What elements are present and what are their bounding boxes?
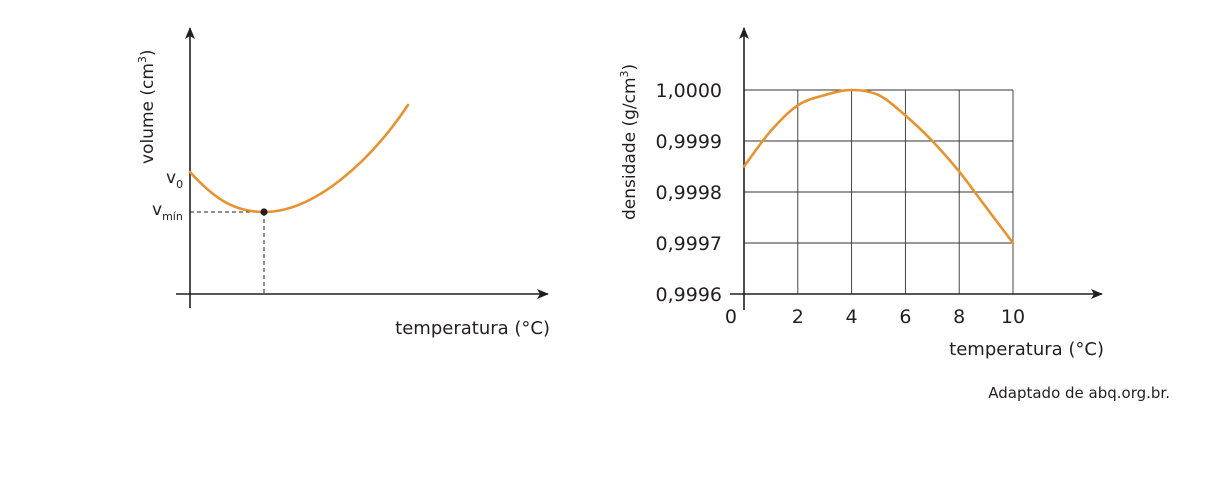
y-tick-label: 0,9998 xyxy=(656,182,722,204)
x-tick-label: 4 xyxy=(846,306,858,328)
source-caption: Adaptado de abq.org.br. xyxy=(988,384,1170,402)
density-curve xyxy=(742,88,1015,245)
density-grid xyxy=(744,89,1014,294)
density-y-label: densidade (g/cm3) xyxy=(618,64,640,220)
y-tick-label: 1,0000 xyxy=(656,80,722,102)
y-tick-label: 0,9997 xyxy=(656,233,722,255)
tick-v0: v0 xyxy=(166,168,183,191)
density-y-label-text: densidade (g/cm xyxy=(620,77,640,220)
tick-vmin-subscript: mín xyxy=(162,210,183,223)
y-tick-label: 0,9996 xyxy=(656,284,722,306)
density-x-label: temperatura (°C) xyxy=(949,339,1104,360)
tick-v0-text: v xyxy=(166,168,176,188)
density-y-label-sup: 3 xyxy=(618,70,631,77)
volume-y-label-text: volume (cm xyxy=(138,63,158,164)
volume-x-label: temperatura (°C) xyxy=(395,318,550,339)
x-tick-label: 6 xyxy=(899,306,911,328)
minimum-point xyxy=(260,208,268,216)
tick-v0-subscript: 0 xyxy=(176,178,183,191)
volume-y-label-end: ) xyxy=(138,49,158,56)
density-x-ticks: 2 4 6 8 10 xyxy=(792,306,1025,328)
density-y-label-end: ) xyxy=(620,64,640,71)
y-tick-label: 0,9999 xyxy=(656,131,722,153)
origin-label: 0 xyxy=(725,306,737,328)
x-tick-label: 2 xyxy=(792,306,804,328)
x-tick-label: 8 xyxy=(953,306,965,328)
volume-y-label-sup: 3 xyxy=(136,56,149,63)
volume-curve xyxy=(188,103,410,214)
tick-vmin-text: v xyxy=(152,200,162,220)
volume-y-label: volume (cm3) xyxy=(136,49,158,164)
tick-vmin: vmín xyxy=(152,200,183,223)
x-tick-label: 10 xyxy=(1001,306,1025,328)
density-y-ticks: 0,9996 0,9997 0,9998 0,9999 1,0000 xyxy=(656,80,722,306)
volume-chart: v0 vmín volume (cm3) temperatura (°C) xyxy=(136,27,550,339)
